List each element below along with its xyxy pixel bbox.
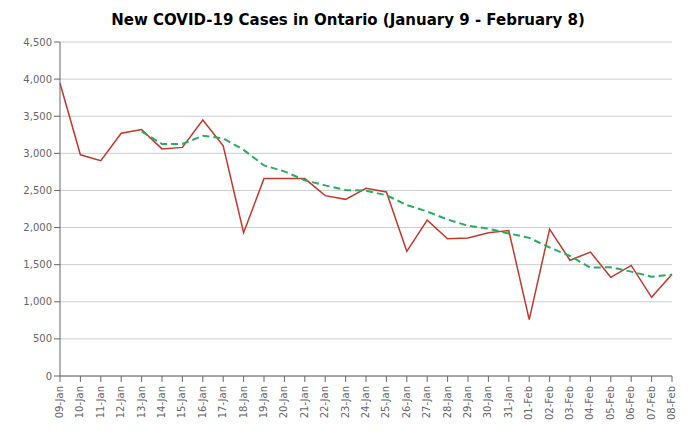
svg-text:11-Jan: 11-Jan: [95, 386, 106, 418]
svg-text:07-Feb: 07-Feb: [646, 386, 657, 420]
svg-text:2,000: 2,000: [23, 222, 52, 233]
html-text:New COVID-19 Cases in Ontario: New COVID-19 Cases in Ontario (January 9…: [111, 11, 585, 29]
svg-text:31-Jan: 31-Jan: [503, 386, 514, 418]
svg-text:0: 0: [46, 371, 52, 382]
svg-text:26-Jan: 26-Jan: [401, 386, 412, 418]
svg-text:03-Feb: 03-Feb: [564, 386, 575, 420]
svg-text:06-Feb: 06-Feb: [625, 386, 636, 420]
svg-text:05-Feb: 05-Feb: [605, 386, 616, 420]
svg-text:500: 500: [33, 333, 52, 344]
svg-text:02-Feb: 02-Feb: [544, 386, 555, 420]
svg-text:25-Jan: 25-Jan: [381, 386, 392, 418]
svg-text:1,500: 1,500: [23, 259, 52, 270]
svg-text:30-Jan: 30-Jan: [483, 386, 494, 418]
svg-text:14-Jan: 14-Jan: [156, 386, 167, 418]
svg-text:10-Jan: 10-Jan: [75, 386, 86, 418]
svg-text:17-Jan: 17-Jan: [217, 386, 228, 418]
svg-text:22-Jan: 22-Jan: [319, 386, 330, 418]
svg-text:28-Jan: 28-Jan: [442, 386, 453, 418]
svg-text:09-Jan: 09-Jan: [54, 386, 65, 418]
svg-text:15-Jan: 15-Jan: [177, 386, 188, 418]
svg-text:08-Feb: 08-Feb: [666, 386, 677, 420]
svg-text:16-Jan: 16-Jan: [197, 386, 208, 418]
svg-text:24-Jan: 24-Jan: [360, 386, 371, 418]
svg-text:18-Jan: 18-Jan: [238, 386, 249, 418]
svg-text:3,500: 3,500: [23, 111, 52, 122]
svg-text:1,000: 1,000: [23, 296, 52, 307]
svg-text:29-Jan: 29-Jan: [462, 386, 473, 418]
svg-text:12-Jan: 12-Jan: [115, 386, 126, 418]
svg-text:01-Feb: 01-Feb: [523, 386, 534, 420]
svg-text:19-Jan: 19-Jan: [258, 386, 269, 418]
svg-text:27-Jan: 27-Jan: [421, 386, 432, 418]
svg-text:13-Jan: 13-Jan: [136, 386, 147, 418]
svg-text:4,000: 4,000: [23, 74, 52, 85]
svg-text:2,500: 2,500: [23, 185, 52, 196]
svg-text:3,000: 3,000: [23, 148, 52, 159]
svg-text:20-Jan: 20-Jan: [279, 386, 290, 418]
svg-text:21-Jan: 21-Jan: [299, 386, 310, 418]
svg-text:23-Jan: 23-Jan: [340, 386, 351, 418]
svg-text:04-Feb: 04-Feb: [585, 386, 596, 420]
svg-text:4,500: 4,500: [23, 37, 52, 48]
